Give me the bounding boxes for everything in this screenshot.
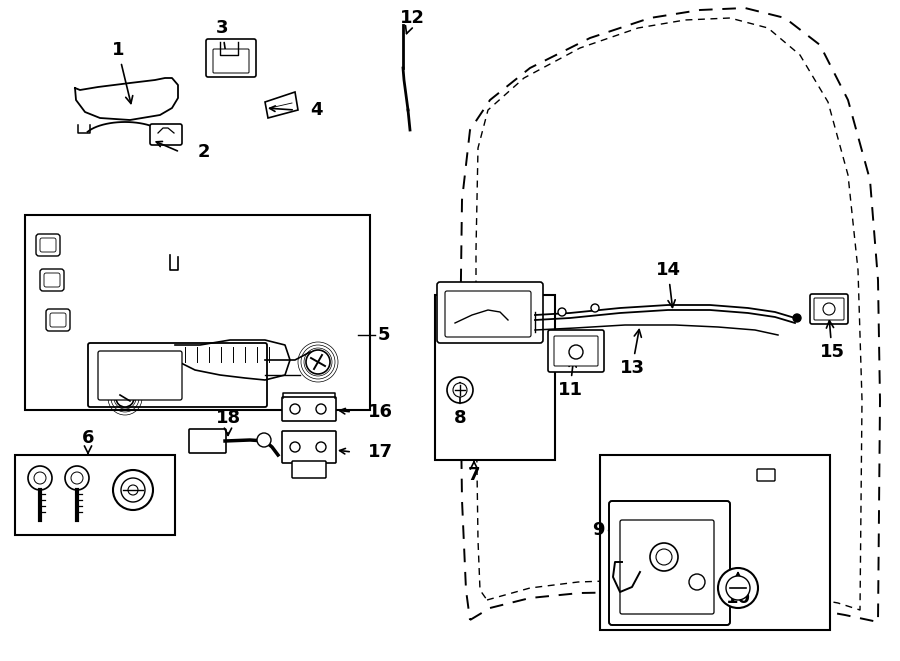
- Text: 7: 7: [468, 461, 481, 484]
- FancyBboxPatch shape: [548, 330, 604, 372]
- FancyBboxPatch shape: [44, 273, 60, 287]
- FancyBboxPatch shape: [282, 397, 336, 421]
- Circle shape: [823, 303, 835, 315]
- FancyBboxPatch shape: [189, 429, 226, 453]
- Text: 5: 5: [378, 326, 391, 344]
- Circle shape: [121, 478, 145, 502]
- Circle shape: [65, 466, 89, 490]
- FancyBboxPatch shape: [88, 343, 267, 407]
- Circle shape: [591, 304, 599, 312]
- Circle shape: [316, 442, 326, 452]
- Text: 3: 3: [216, 19, 230, 63]
- Bar: [25, 215, 370, 410]
- FancyBboxPatch shape: [206, 39, 256, 77]
- FancyBboxPatch shape: [40, 238, 56, 252]
- Text: 16: 16: [368, 403, 393, 421]
- Text: 1: 1: [112, 41, 132, 104]
- Text: 6: 6: [82, 429, 94, 453]
- FancyBboxPatch shape: [810, 294, 848, 324]
- FancyBboxPatch shape: [282, 431, 336, 463]
- Circle shape: [316, 404, 326, 414]
- Text: 18: 18: [215, 409, 240, 436]
- Circle shape: [726, 576, 750, 600]
- Circle shape: [290, 442, 300, 452]
- Bar: [435, 295, 555, 460]
- FancyBboxPatch shape: [40, 269, 64, 291]
- Circle shape: [28, 466, 52, 490]
- Circle shape: [306, 350, 330, 374]
- Circle shape: [718, 568, 758, 608]
- FancyBboxPatch shape: [554, 336, 598, 366]
- FancyBboxPatch shape: [213, 49, 249, 73]
- Text: 17: 17: [368, 443, 393, 461]
- Circle shape: [558, 308, 566, 316]
- Circle shape: [453, 383, 467, 397]
- FancyBboxPatch shape: [98, 351, 182, 400]
- FancyBboxPatch shape: [437, 282, 543, 343]
- Circle shape: [116, 389, 134, 407]
- Bar: [15, 455, 175, 535]
- FancyBboxPatch shape: [36, 234, 60, 256]
- Circle shape: [650, 543, 678, 571]
- Circle shape: [290, 404, 300, 414]
- Circle shape: [34, 472, 46, 484]
- Circle shape: [689, 574, 705, 590]
- Text: 14: 14: [655, 261, 680, 307]
- FancyBboxPatch shape: [445, 291, 531, 337]
- Text: 13: 13: [619, 330, 644, 377]
- FancyBboxPatch shape: [50, 313, 66, 327]
- Text: 12: 12: [400, 9, 425, 34]
- Circle shape: [447, 377, 473, 403]
- Bar: [600, 455, 830, 630]
- Circle shape: [793, 314, 801, 322]
- Text: 15: 15: [820, 321, 844, 361]
- FancyBboxPatch shape: [292, 461, 326, 478]
- Circle shape: [569, 345, 583, 359]
- Circle shape: [113, 470, 153, 510]
- FancyBboxPatch shape: [609, 501, 730, 625]
- FancyBboxPatch shape: [620, 520, 714, 614]
- Text: 9: 9: [592, 521, 605, 539]
- Circle shape: [128, 485, 138, 495]
- FancyBboxPatch shape: [757, 469, 775, 481]
- FancyBboxPatch shape: [814, 298, 844, 320]
- Text: 2: 2: [198, 143, 211, 161]
- Text: 10: 10: [725, 572, 751, 607]
- Polygon shape: [265, 92, 298, 118]
- FancyBboxPatch shape: [46, 309, 70, 331]
- Circle shape: [71, 472, 83, 484]
- Circle shape: [656, 549, 672, 565]
- Circle shape: [257, 433, 271, 447]
- Text: 11: 11: [557, 360, 582, 399]
- Text: 8: 8: [454, 383, 466, 427]
- Text: 4: 4: [310, 101, 322, 119]
- FancyBboxPatch shape: [150, 124, 182, 145]
